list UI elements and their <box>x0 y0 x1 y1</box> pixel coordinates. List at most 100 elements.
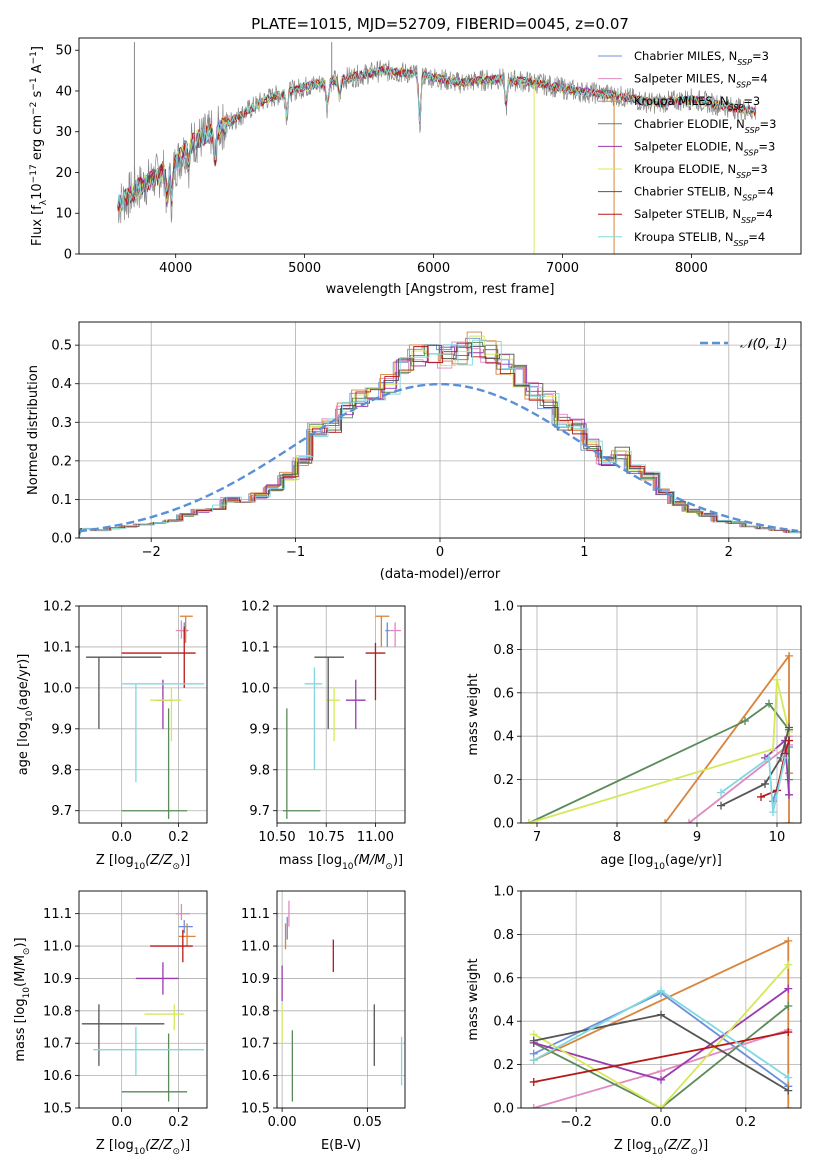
x-tick-label: −1 <box>286 545 305 560</box>
x-tick-label: 4000 <box>159 261 192 276</box>
x-tick-label: 0.00 <box>268 1115 297 1130</box>
figure-title: PLATE=1015, MJD=52709, FIBERID=0045, z=0… <box>251 15 629 33</box>
x-axis-label: Z [log10(Z/Z⊙)] <box>614 1138 708 1157</box>
weight-marker <box>785 651 793 660</box>
x-tick-label: 0.0 <box>111 1115 132 1130</box>
x-axis-label: Z [log10(Z/Z⊙)] <box>96 1138 190 1157</box>
y-tick-label: 0.1 <box>51 493 72 508</box>
y-tick-label: 9.8 <box>249 763 270 778</box>
y-tick-label: 9.9 <box>249 722 270 737</box>
weight-marker <box>717 801 725 810</box>
weight-marker <box>769 745 777 754</box>
x-tick-label: 0.2 <box>736 1115 757 1130</box>
axes-frame <box>276 890 406 1109</box>
y-axis-label: Flux [fλ10−17 erg cm−2 s−1 A−1] <box>29 46 49 246</box>
y-tick-label: 10.8 <box>43 1004 72 1019</box>
weight-marker <box>685 819 693 823</box>
x-axis-label: age [log10(age/yr)] <box>600 853 722 872</box>
x-tick-label: 6000 <box>417 261 450 276</box>
x-tick-label: 0.0 <box>651 1115 672 1130</box>
y-tick-label: 0.5 <box>51 339 72 354</box>
x-axis-label: mass [log10(M/M⊙)] <box>279 853 403 872</box>
legend-label: Chabrier ELODIE, NSSP=3 <box>634 117 776 135</box>
normal-curve <box>79 382 799 533</box>
weight-marker <box>657 1104 665 1108</box>
weight-line <box>533 1031 789 1083</box>
x-tick-label: 0.05 <box>353 1115 382 1130</box>
weight-marker <box>525 819 533 823</box>
residual-histogram <box>79 341 799 538</box>
y-tick-label: 11.1 <box>43 907 72 922</box>
mass-vs-EBV-panel: 0.00 0.05 10.5 10.6 10.7 10.8 10.9 11.0 11.1 E(B-… <box>241 890 406 1153</box>
weight-marker <box>765 699 773 708</box>
legend-label: Kroupa ELODIE, NSSP=3 <box>634 162 768 180</box>
x-tick-label: 0 <box>436 545 444 560</box>
weight-marker <box>757 792 765 801</box>
weight-marker <box>781 753 789 762</box>
y-tick-label: 0.0 <box>51 532 72 547</box>
legend-label: 𝒩(0, 1) <box>740 337 787 352</box>
axes-frame <box>78 890 208 1109</box>
weight-marker <box>657 986 665 995</box>
y-tick-label: 0.0 <box>493 1102 514 1117</box>
y-tick-label: 10.0 <box>43 681 72 696</box>
y-tick-label: 0.2 <box>493 773 514 788</box>
x-tick-label: 2 <box>725 545 733 560</box>
model-spectrum <box>117 66 757 211</box>
y-tick-label: 10.7 <box>241 1037 270 1052</box>
weight-marker <box>765 753 773 762</box>
y-tick-label: 9.8 <box>51 763 72 778</box>
weight-marker <box>773 675 781 684</box>
weight-marker <box>529 1104 538 1108</box>
weight-marker <box>529 1056 538 1065</box>
y-tick-label: 10.5 <box>43 1102 72 1117</box>
weight-vs-Z-panel: −0.2 0.0 0.2 0.0 0.2 0.4 0.6 0.8 1.0 Z [log10(Z/Z… <box>466 885 802 1157</box>
y-tick-label: 9.7 <box>51 804 72 819</box>
weight-marker <box>784 1073 793 1082</box>
legend-label: Chabrier MILES, NSSP=3 <box>634 49 769 67</box>
y-tick-label: 0.4 <box>51 377 72 392</box>
weight-marker <box>785 775 793 784</box>
y-tick-label: 0 <box>64 248 72 263</box>
weight-marker <box>785 790 793 799</box>
weight-marker <box>657 1010 665 1019</box>
weight-marker <box>741 717 749 726</box>
y-tick-label: 0.4 <box>493 1015 514 1030</box>
legend-label: Kroupa STELIB, NSSP=4 <box>634 230 765 248</box>
x-tick-label: 10.75 <box>308 830 345 845</box>
y-tick-label: 11.1 <box>241 907 270 922</box>
weight-line <box>720 727 790 807</box>
age-vs-Z-panel: 0.0 0.2 9.7 9.8 9.9 10.0 10.1 10.2 Z [log10(Z/Z⊙… <box>16 600 208 872</box>
y-tick-label: 0.8 <box>493 928 514 943</box>
x-tick-label: 1 <box>580 545 588 560</box>
y-tick-label: 10.5 <box>241 1102 270 1117</box>
x-tick-label: 9 <box>693 830 701 845</box>
y-tick-label: 9.7 <box>249 804 270 819</box>
x-tick-label: 11.00 <box>357 830 394 845</box>
y-tick-label: 10.2 <box>43 600 72 615</box>
residuals-panel: −2 −1 0 1 2 0.0 0.1 0.2 0.3 0.4 0.5 𝒩(0, 1) (data-mo… <box>26 321 802 582</box>
weight-line <box>664 653 790 823</box>
legend-label: Salpeter MILES, NSSP=4 <box>634 72 768 90</box>
x-tick-label: −2 <box>142 545 161 560</box>
y-axis-label: age [log10(age/yr)] <box>16 654 35 776</box>
x-axis-label: wavelength [Angstrom, rest frame] <box>326 282 555 297</box>
y-tick-label: 0.2 <box>493 1058 514 1073</box>
y-tick-label: 10.9 <box>43 972 72 987</box>
y-tick-label: 10 <box>55 207 72 222</box>
y-tick-label: 0.3 <box>51 416 72 431</box>
x-tick-label: −0.2 <box>560 1115 592 1130</box>
y-axis-label: mass weight <box>466 958 481 1040</box>
panels: 4000 5000 6000 7000 800001020304050wavelengt… <box>13 37 802 1157</box>
x-tick-label: 5000 <box>288 261 321 276</box>
axes-frame <box>276 605 406 824</box>
weight-marker <box>529 1036 538 1045</box>
y-tick-label: 30 <box>55 125 72 140</box>
residual-histogram <box>79 341 801 538</box>
residual-histogram <box>79 335 801 538</box>
y-tick-label: 10.7 <box>43 1037 72 1052</box>
weight-marker <box>769 808 777 817</box>
spectrum-panel: 4000 5000 6000 7000 8000 0 10 20 30 40 50 wavelengt… <box>29 37 802 297</box>
weight-marker <box>784 1002 793 1011</box>
